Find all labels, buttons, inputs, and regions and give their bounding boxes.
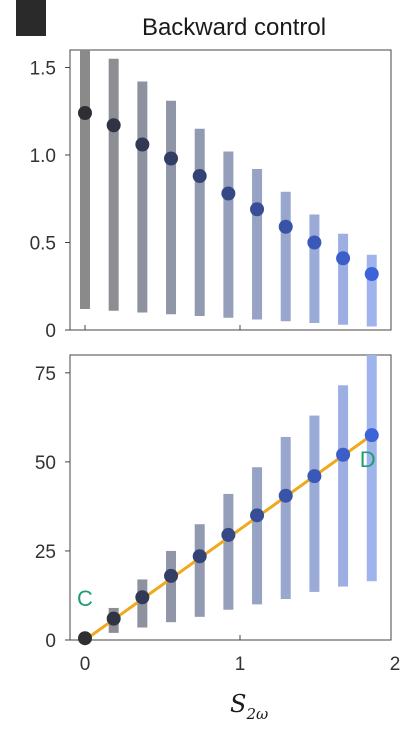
range-bar bbox=[166, 100, 177, 315]
panel-label-block bbox=[16, 0, 46, 36]
bottom-range-bars bbox=[80, 355, 377, 640]
x-tick-label: 0 bbox=[80, 654, 91, 675]
range-bar bbox=[309, 214, 320, 323]
range-bar bbox=[223, 493, 234, 610]
top-x-ticks bbox=[84, 325, 241, 330]
bottom-annotations: CD bbox=[77, 447, 376, 611]
data-point bbox=[78, 106, 92, 120]
x-tick-label: 1 bbox=[235, 654, 246, 675]
data-point bbox=[278, 219, 293, 234]
range-bar bbox=[166, 550, 177, 623]
range-bar bbox=[309, 415, 320, 592]
annotation-label: C bbox=[77, 586, 93, 611]
bottom-points bbox=[78, 428, 379, 646]
chart-title: Backward control bbox=[142, 14, 326, 41]
data-point bbox=[221, 186, 236, 201]
y-tick-label: 0.5 bbox=[30, 234, 56, 255]
data-point bbox=[164, 568, 179, 583]
top-y-axis: 0 0.5 1.0 1.5 bbox=[30, 59, 70, 342]
range-bar bbox=[252, 467, 263, 605]
range-bar bbox=[194, 524, 205, 617]
data-point bbox=[135, 590, 150, 605]
data-point bbox=[278, 488, 293, 503]
data-point bbox=[250, 202, 265, 217]
top-points bbox=[78, 106, 379, 281]
top-panel-frame bbox=[69, 49, 392, 331]
range-bar bbox=[108, 58, 119, 311]
data-point bbox=[106, 118, 121, 133]
x-axis-label: S2ω bbox=[230, 690, 268, 723]
data-point bbox=[250, 508, 265, 523]
y-tick-label: 75 bbox=[35, 364, 56, 385]
data-point bbox=[106, 611, 121, 626]
data-point bbox=[307, 469, 322, 484]
annotation-label: D bbox=[360, 447, 376, 472]
data-point bbox=[78, 631, 92, 646]
top-range-bars bbox=[80, 50, 377, 327]
x-axis-label-subscript: 2ω bbox=[245, 705, 268, 723]
range-bar bbox=[223, 151, 234, 318]
bottom-panel-frame bbox=[69, 354, 392, 641]
range-bar bbox=[338, 233, 349, 325]
range-bar bbox=[366, 355, 377, 582]
data-point bbox=[221, 527, 236, 542]
data-point bbox=[364, 267, 379, 281]
data-point bbox=[364, 428, 379, 443]
data-point bbox=[336, 447, 351, 462]
y-tick-label: 0 bbox=[45, 321, 56, 342]
bottom-x-axis: 0 1 2 bbox=[80, 635, 401, 675]
range-bar bbox=[80, 50, 90, 309]
range-bar bbox=[280, 191, 291, 322]
range-bar bbox=[194, 128, 205, 316]
bottom-y-axis: 0 25 50 75 bbox=[35, 364, 70, 652]
range-bar bbox=[280, 436, 291, 600]
range-bar bbox=[338, 385, 349, 587]
data-point bbox=[164, 151, 179, 166]
range-bar bbox=[366, 254, 377, 327]
data-point bbox=[192, 549, 207, 564]
data-point bbox=[307, 235, 322, 250]
y-tick-label: 0 bbox=[45, 631, 56, 652]
y-tick-label: 50 bbox=[35, 453, 56, 474]
range-bar bbox=[252, 169, 263, 320]
y-tick-label: 1.5 bbox=[30, 59, 56, 80]
data-point bbox=[135, 137, 150, 152]
range-bar bbox=[137, 81, 148, 313]
x-axis-label-main: S bbox=[230, 690, 246, 718]
data-point bbox=[192, 169, 207, 183]
top-panel: 0 0.5 1.0 1.5 bbox=[30, 49, 392, 342]
x-tick-label: 2 bbox=[390, 654, 401, 675]
y-tick-label: 25 bbox=[35, 542, 56, 563]
y-tick-label: 1.0 bbox=[30, 146, 56, 167]
data-point bbox=[336, 251, 351, 266]
